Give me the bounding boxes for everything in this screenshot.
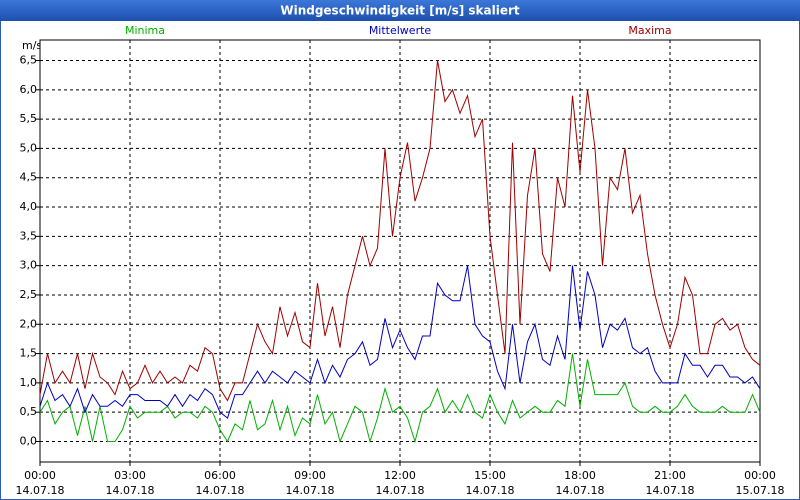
x-tick-label: 06:00: [204, 469, 236, 482]
x-tick-date: 15.07.18: [736, 484, 785, 497]
x-tick-label: 21:00: [654, 469, 686, 482]
y-tick-label: 1,5: [20, 347, 38, 360]
y-tick-label: 3,0: [20, 259, 38, 272]
y-tick-label: 4,0: [20, 200, 38, 213]
y-tick-label: 2,0: [20, 317, 38, 330]
x-tick-date: 14.07.18: [286, 484, 335, 497]
series-line: [39, 265, 761, 419]
y-tick-label: 0,5: [20, 405, 38, 418]
x-tick-label: 00:00: [744, 469, 776, 482]
legend-entry: Maxima: [628, 24, 671, 37]
y-tick-label: 3,5: [20, 229, 38, 242]
x-tick-date: 14.07.18: [16, 484, 65, 497]
legend-entry: Mittelwerte: [369, 24, 432, 37]
y-tick-label: 0,0: [20, 434, 38, 447]
y-tick-label: 6,5: [20, 54, 38, 67]
y-tick-label: 5,5: [20, 112, 38, 125]
x-tick-label: 18:00: [564, 469, 596, 482]
x-tick-date: 14.07.18: [196, 484, 245, 497]
x-tick-label: 09:00: [294, 469, 326, 482]
series-line: [39, 60, 761, 402]
x-tick-date: 14.07.18: [646, 484, 695, 497]
x-tick-date: 14.07.18: [376, 484, 425, 497]
legend-entry: Minima: [125, 24, 165, 37]
x-tick-label: 03:00: [114, 469, 146, 482]
x-tick-date: 14.07.18: [106, 484, 155, 497]
y-tick-label: 4,5: [20, 171, 38, 184]
y-tick-label: 1,0: [20, 376, 38, 389]
y-tick-label: 2,5: [20, 288, 38, 301]
chart-title: Windgeschwindigkeit [m/s] skaliert: [280, 4, 520, 18]
x-tick-label: 15:00: [474, 469, 506, 482]
x-tick-date: 14.07.18: [556, 484, 605, 497]
x-tick-label: 00:00: [24, 469, 56, 482]
x-tick-label: 12:00: [384, 469, 416, 482]
y-tick-label: 5,0: [20, 141, 38, 154]
y-unit: m/s: [22, 39, 42, 52]
series-line: [39, 353, 761, 444]
title-bar: [0, 0, 800, 21]
y-tick-label: 6,0: [20, 83, 38, 96]
x-tick-date: 14.07.18: [466, 484, 515, 497]
